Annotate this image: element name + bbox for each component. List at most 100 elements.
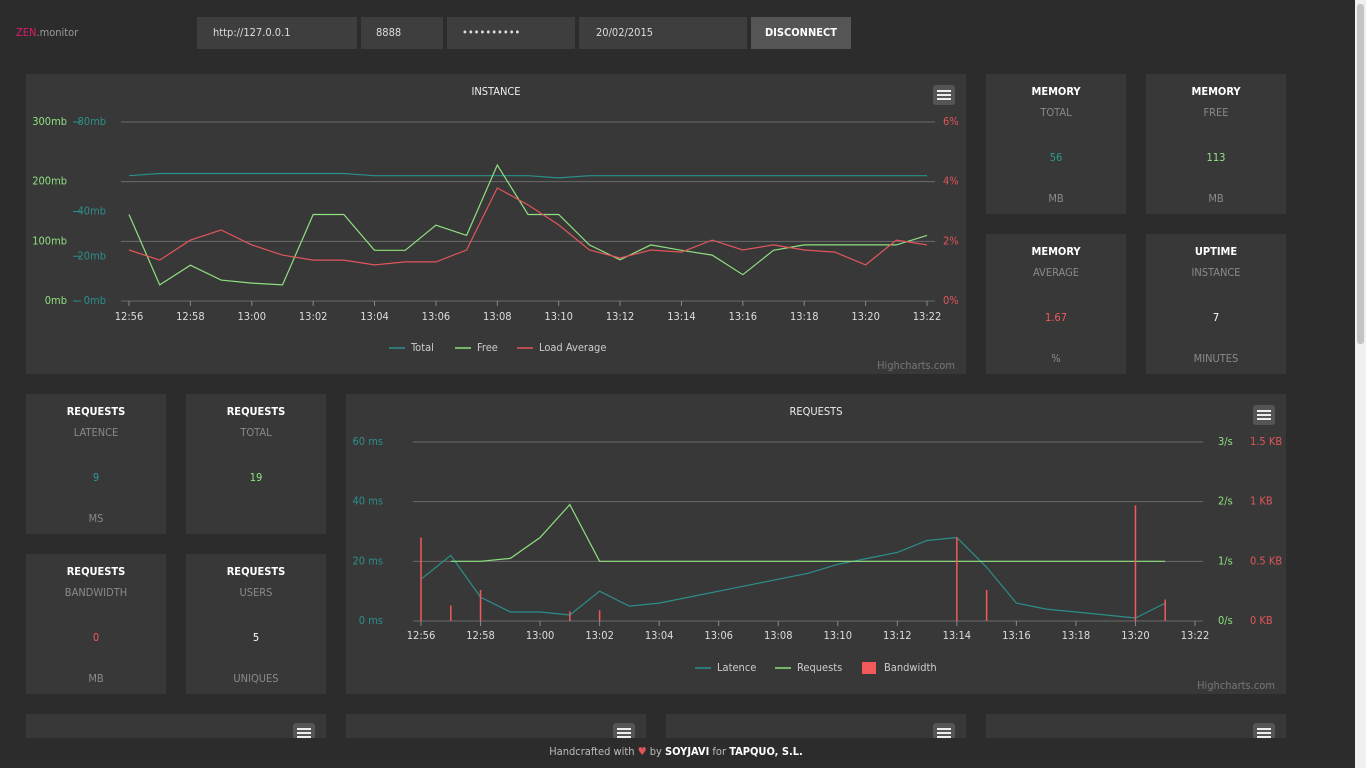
x-tick-label: 13:00	[238, 310, 267, 323]
logo-zen: ZEN	[16, 26, 36, 39]
tile-value: 0	[93, 631, 99, 644]
y-tick-label: 20 ms	[352, 554, 383, 567]
y-tick-label: 80mb	[77, 115, 106, 128]
x-tick-label: 12:58	[466, 629, 495, 642]
x-tick-label: 13:18	[1062, 629, 1091, 642]
host-input[interactable]	[197, 17, 357, 49]
tile-value: 9	[93, 471, 99, 484]
chart-credit: Highcharts.com	[1197, 679, 1275, 692]
tile-unit: MS	[89, 512, 104, 525]
y-tick-label: 0.5 KB	[1250, 554, 1282, 567]
tile-subtitle: AVERAGE	[1033, 266, 1079, 279]
tile	[26, 394, 166, 534]
series-line	[128, 172, 927, 179]
x-tick-label: 12:56	[407, 629, 436, 642]
tile-subtitle: FREE	[1203, 106, 1228, 119]
menu-icon-bar	[937, 98, 951, 100]
chart-credit: Highcharts.com	[877, 359, 955, 372]
bar	[479, 589, 482, 621]
menu-icon-bar	[297, 732, 311, 734]
password-input[interactable]	[447, 17, 575, 49]
y-tick-label: 20mb	[77, 249, 106, 262]
footer: Handcrafted with ♥ by SOYJAVI for TAPQUO…	[549, 745, 803, 758]
x-tick-label: 13:06	[422, 310, 451, 323]
x-tick-label: 13:22	[1181, 629, 1210, 642]
menu-icon-bar	[1257, 418, 1271, 420]
tile-subtitle: LATENCE	[74, 426, 119, 439]
legend-swatch	[862, 662, 876, 674]
date-input[interactable]	[579, 17, 747, 49]
tile-unit: MB	[88, 672, 104, 685]
tile-value: 113	[1207, 151, 1226, 164]
tile-title: REQUESTS	[227, 565, 286, 578]
y-tick-label: 40 ms	[352, 495, 383, 508]
tile-subtitle: USERS	[240, 586, 273, 599]
tile-unit: MB	[1048, 192, 1064, 205]
tile-value: 7	[1213, 311, 1219, 324]
y-tick-label: 0 ms	[359, 614, 383, 627]
x-tick-label: 13:16	[729, 310, 758, 323]
disconnect-button[interactable]	[751, 17, 851, 49]
menu-icon-bar	[1257, 410, 1271, 412]
footer-text: by	[650, 745, 662, 758]
bar	[450, 605, 452, 621]
tile	[1146, 234, 1286, 374]
x-tick-label: 13:12	[883, 629, 912, 642]
y-tick-label: 0mb	[45, 294, 67, 307]
menu-button[interactable]	[933, 85, 955, 105]
x-tick-label: 13:10	[544, 310, 573, 323]
footer-bar	[0, 738, 1355, 768]
menu-icon-bar	[937, 90, 951, 92]
tile	[186, 554, 326, 694]
tile-title: REQUESTS	[67, 565, 126, 578]
x-tick-label: 13:04	[645, 629, 674, 642]
bar	[1134, 505, 1137, 621]
password-text: ••••••••••	[462, 26, 520, 39]
scrollbar[interactable]	[1355, 0, 1366, 768]
chart-title: INSTANCE	[471, 85, 520, 98]
bar	[598, 610, 601, 621]
y-tick-label: 4%	[943, 175, 959, 188]
bar	[420, 537, 422, 621]
menu-icon-bar	[1257, 414, 1271, 416]
menu-icon-bar	[937, 736, 951, 738]
menu-icon-bar	[617, 732, 631, 734]
x-tick-label: 13:08	[483, 310, 512, 323]
x-tick-label: 13:00	[526, 629, 555, 642]
scrollbar-thumb[interactable]	[1357, 4, 1364, 344]
x-tick-label: 13:20	[851, 310, 880, 323]
menu-icon-bar	[937, 94, 951, 96]
menu-icon-bar	[1257, 728, 1271, 730]
menu-button[interactable]	[1253, 405, 1275, 425]
y-tick-label: 2%	[943, 234, 959, 247]
bar	[1164, 599, 1166, 621]
y-tick-label: 1 KB	[1250, 495, 1273, 508]
port-input[interactable]	[361, 17, 443, 49]
y-tick-label: 60 ms	[352, 435, 383, 448]
requests-panel	[346, 394, 1286, 694]
x-tick-label: 12:58	[176, 310, 205, 323]
menu-icon-bar	[297, 728, 311, 730]
tile	[986, 234, 1126, 374]
y-tick-label: 1/s	[1218, 554, 1233, 567]
tile-title: MEMORY	[1031, 85, 1081, 98]
bar	[956, 537, 958, 621]
tile-unit: %	[1051, 352, 1060, 365]
y-tick-label: 0%	[943, 294, 959, 307]
chart-title: REQUESTS	[789, 405, 842, 418]
tile-value: 19	[250, 471, 263, 484]
tile	[1146, 74, 1286, 214]
instance-panel	[26, 74, 966, 374]
tile-title: REQUESTS	[67, 405, 126, 418]
series-line	[450, 503, 1166, 562]
x-tick-label: 13:14	[667, 310, 696, 323]
content: MEMORY TOTAL 56 MB MEMORY FREE 113 MB MEMORY AVER…	[26, 74, 1286, 694]
y-tick-label: 6%	[943, 115, 959, 128]
y-tick-label: 300mb	[32, 115, 67, 128]
date-text: 20/02/2015	[596, 26, 653, 39]
y-tick-label: 1.5 KB	[1250, 435, 1282, 448]
series-line	[128, 187, 928, 266]
menu-icon-bar	[937, 732, 951, 734]
port-text: 8888	[376, 26, 401, 39]
tile-value: 56	[1050, 151, 1063, 164]
